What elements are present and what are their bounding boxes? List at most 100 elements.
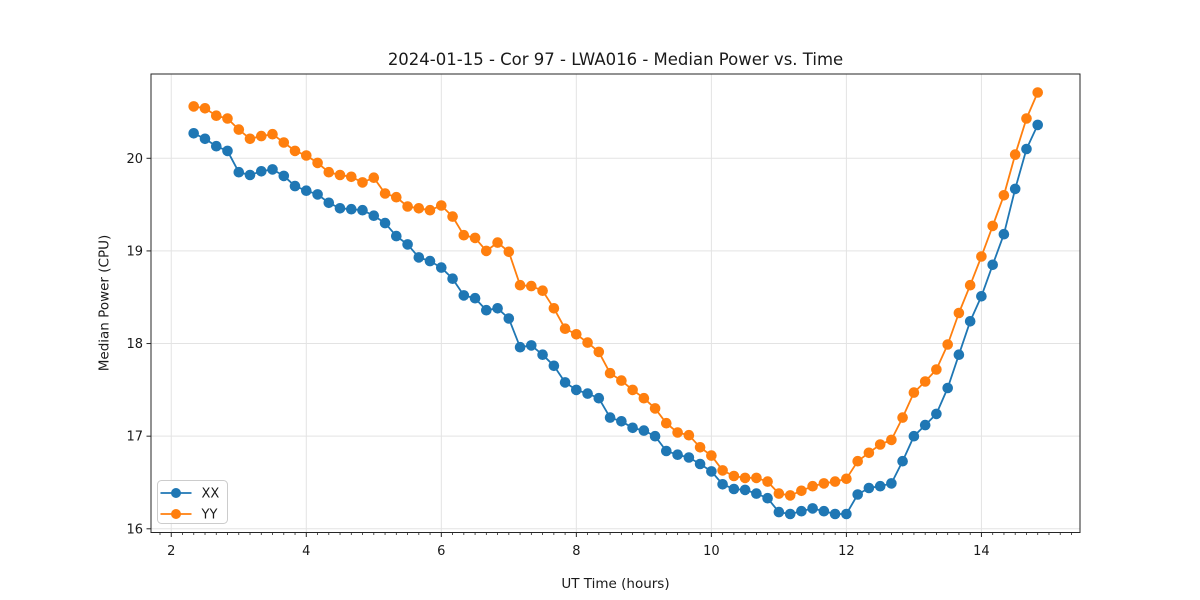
series-yy-marker (998, 190, 1010, 201)
y-tick-label: 20 (126, 152, 143, 167)
series-xx-marker (436, 262, 447, 273)
series-xx-marker (717, 479, 728, 490)
series-xx-marker (863, 482, 875, 494)
series-xx-marker (818, 505, 830, 517)
series-yy-marker (807, 480, 818, 492)
legend-sample-marker-xx (171, 488, 181, 498)
series-xx-marker (638, 425, 650, 436)
series-xx-marker (255, 166, 267, 177)
series-yy-marker (424, 204, 436, 216)
series-yy-marker (357, 177, 368, 188)
series-yy-marker (964, 279, 976, 291)
series-xx-marker (447, 273, 458, 285)
series-yy-marker (301, 150, 312, 161)
series-xx-marker (998, 228, 1010, 240)
series-xx-marker (706, 466, 717, 477)
series-xx-marker (334, 203, 346, 214)
series-xx-marker (267, 164, 278, 175)
series-yy-marker (897, 412, 908, 423)
series-xx-marker (694, 458, 706, 470)
series-xx-marker (503, 313, 515, 324)
series-xx-marker (773, 506, 785, 518)
series-yy-marker (976, 251, 987, 262)
series-yy-marker (278, 137, 290, 148)
series-xx-marker (312, 189, 323, 200)
series-yy-marker (255, 130, 267, 142)
series-yy-marker (267, 128, 278, 140)
series-xx-marker (413, 252, 425, 263)
series-xx-marker (627, 422, 638, 434)
series-xx-marker (919, 419, 931, 431)
series-yy-marker (379, 188, 391, 199)
series-xx-marker (751, 488, 762, 499)
series-xx-marker (537, 349, 548, 361)
series-yy-marker (649, 403, 661, 414)
series-yy-marker (1021, 113, 1032, 124)
series-xx-marker (976, 291, 987, 302)
series-yy-marker (773, 488, 785, 499)
series-xx-marker (796, 505, 807, 517)
series-yy-marker (627, 384, 638, 396)
series-xx-marker (841, 508, 852, 520)
series-xx-marker (964, 316, 976, 327)
series-yy-marker (503, 246, 515, 258)
series-xx-marker (739, 484, 751, 496)
series-yy-marker (784, 490, 796, 501)
series-yy-marker (796, 485, 807, 497)
legend-sample-marker-yy (171, 509, 181, 519)
series-xx-marker (458, 290, 470, 301)
series-yy-marker (694, 442, 706, 453)
x-tick-label: 6 (437, 544, 445, 559)
series-yy-marker (852, 455, 863, 467)
series-xx-marker (874, 480, 886, 492)
chart-title: 2024-01-15 - Cor 97 - LWA016 - Median Po… (388, 50, 843, 69)
series-xx-marker (762, 492, 773, 504)
legend-label-yy: YY (201, 508, 218, 523)
series-xx-marker (391, 230, 402, 242)
y-tick-label: 17 (126, 430, 143, 445)
series-yy-marker (841, 473, 852, 485)
series-yy-marker (481, 245, 492, 257)
series-yy-marker (638, 392, 650, 404)
series-yy-marker (492, 237, 503, 248)
series-xx-marker (211, 140, 222, 152)
series-yy-marker (593, 346, 605, 358)
series-xx-marker (368, 210, 380, 221)
series-xx-marker (323, 197, 335, 209)
legend-label-xx: XX (202, 487, 220, 502)
series-xx-marker (424, 255, 436, 267)
series-yy-marker (312, 157, 323, 169)
plot-spines (150, 73, 1081, 533)
series-yy-marker (717, 465, 728, 476)
series-xx-marker (559, 377, 571, 388)
series-yy-marker (661, 417, 672, 429)
series-yy-marker (368, 172, 380, 183)
series-xx-marker (604, 412, 616, 423)
x-tick-label: 4 (302, 544, 310, 559)
series-yy-marker (953, 307, 965, 319)
series-xx-marker (492, 303, 503, 314)
series-yy-marker (931, 364, 942, 375)
series-yy-marker (559, 323, 571, 335)
series-xx-marker (244, 169, 256, 181)
y-axis-label: Median Power (CPU) (97, 235, 113, 371)
series-yy-marker (604, 367, 616, 379)
grid-layer (151, 74, 1080, 533)
series-xx-marker (289, 180, 301, 192)
series-xx-marker (548, 360, 560, 372)
series-yy-marker (323, 166, 335, 178)
series-yy-marker (346, 171, 357, 183)
series-xx-marker (829, 508, 841, 520)
series-xx-marker (852, 489, 863, 500)
series-yy-marker (863, 447, 875, 459)
x-tick-label: 10 (703, 544, 720, 559)
series-yy-marker (458, 229, 470, 241)
series-yy-marker (908, 387, 920, 398)
series-xx-marker (1032, 119, 1043, 131)
series-xx-marker (886, 478, 897, 489)
series-xx-marker (379, 217, 391, 229)
x-tick-label: 12 (838, 544, 855, 559)
series-yy-marker (548, 303, 560, 314)
series-xx-marker (571, 384, 582, 396)
